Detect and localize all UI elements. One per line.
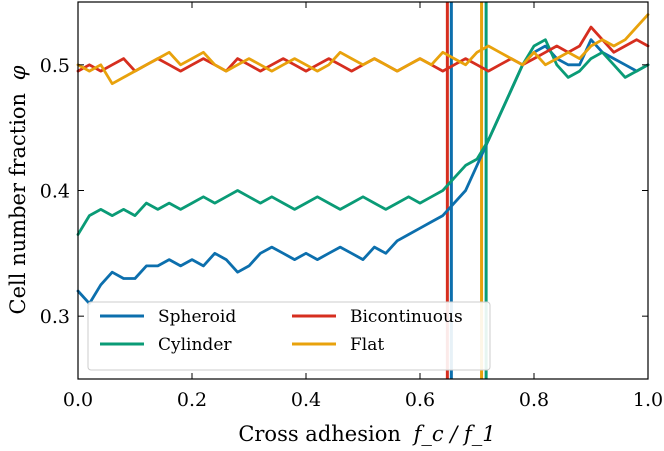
axis-ticks — [77, 2, 649, 379]
y-tick-label: 0.5 — [40, 55, 70, 77]
legend-label-cylinder: Cylinder — [158, 335, 232, 355]
series-line-flat — [76, 13, 650, 86]
x-tick-label: 0.6 — [405, 389, 435, 411]
legend-label-bicontinuous: Bicontinuous — [350, 307, 463, 327]
x-tick-label: 0.2 — [177, 389, 207, 411]
legend-box — [87, 301, 491, 371]
legend-label-spheroid: Spheroid — [158, 307, 236, 327]
y-axis-label-math: φ — [6, 65, 30, 80]
x-tick-label: 0.8 — [519, 389, 549, 411]
tick-labels: 0.0 0.2 0.4 0.6 0.8 1.0 0.3 0.4 0.5 — [40, 55, 663, 411]
x-axis-label-math: f_c / f_1 — [412, 422, 496, 446]
y-axis-label-text: Cell number fraction — [6, 93, 30, 315]
y-tick-label: 0.3 — [40, 306, 70, 328]
y-axis-label: Cell number fraction φ — [6, 65, 30, 314]
series-line-spheroid — [76, 38, 650, 306]
series-line-cylinder — [76, 38, 650, 236]
x-axis-label: Cross adhesion f_c / f_1 — [238, 422, 495, 446]
legend-items: Spheroid Cylinder Bicontinuous Flat — [100, 307, 463, 355]
y-tick-label: 0.4 — [40, 181, 70, 203]
x-tick-label: 1.0 — [633, 389, 663, 411]
series-lines — [76, 13, 650, 306]
legend: Spheroid Cylinder Bicontinuous Flat — [87, 301, 491, 371]
x-tick-label: 0.0 — [63, 389, 93, 411]
x-axis-label-text: Cross adhesion — [238, 422, 401, 446]
x-tick-label: 0.4 — [291, 389, 321, 411]
legend-label-flat: Flat — [350, 335, 384, 355]
